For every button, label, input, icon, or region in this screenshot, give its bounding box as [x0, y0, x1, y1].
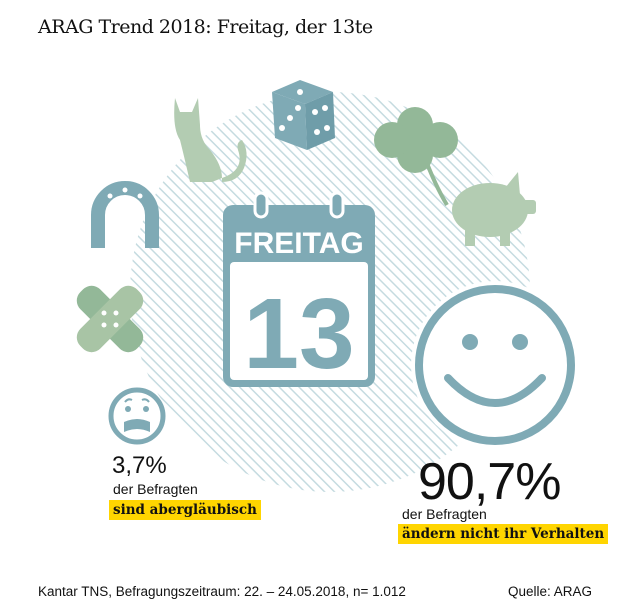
survey-note: Kantar TNS, Befragungszeitraum: 22. – 24… — [38, 584, 406, 599]
scared-face-icon — [108, 387, 166, 445]
clover-icon — [374, 107, 458, 207]
cat-icon — [174, 98, 247, 182]
page-title: ARAG Trend 2018: Freitag, der 13te — [38, 16, 373, 38]
bandage-icon — [76, 285, 144, 353]
stat-unchanged-label: der Befragten — [402, 506, 487, 522]
horseshoe-icon — [91, 181, 159, 248]
calendar-day-label: FREITAG — [234, 227, 363, 260]
smiley-icon — [411, 281, 579, 449]
source-label: Quelle: ARAG — [508, 584, 593, 599]
stat-unchanged-highlight: ändern nicht ihr Verhalten — [398, 524, 609, 544]
stat-superstitious-value: 3,7% — [112, 452, 167, 479]
stat-unchanged-value: 90,7% — [418, 453, 561, 511]
stat-superstitious-highlight: sind abergläubisch — [109, 500, 261, 520]
calendar-day-number: 13 — [243, 278, 354, 390]
dice-icon — [272, 80, 335, 150]
calendar-icon: FREITAG 13 — [223, 191, 375, 390]
stat-superstitious-label: der Befragten — [113, 481, 198, 497]
pig-icon — [452, 172, 536, 246]
